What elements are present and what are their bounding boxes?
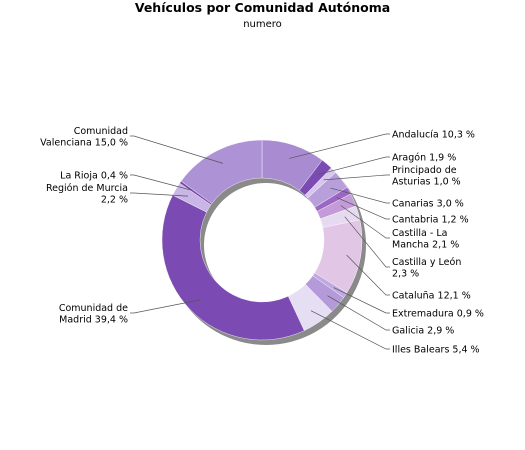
leader-line — [130, 135, 224, 164]
slice-label: Principado de Asturias 1,0 % — [392, 165, 461, 188]
slice-label: Galicia 2,9 % — [392, 326, 454, 337]
leader-line — [344, 216, 390, 268]
leader-line — [340, 205, 390, 239]
chart-title: Vehículos por Comunidad Autónoma — [134, 0, 391, 15]
slice-label: Castilla y León 2,3 % — [392, 257, 461, 280]
leader-line — [130, 192, 189, 197]
slice-label: Cataluña 12,1 % — [392, 291, 471, 302]
leader-line — [327, 295, 390, 331]
leader-line — [323, 174, 390, 181]
leader-line — [346, 254, 390, 296]
leader-line — [336, 197, 390, 220]
slice-label: Extremadura 0,9 % — [392, 309, 484, 320]
leader-line — [310, 310, 390, 350]
leader-line — [317, 156, 390, 175]
slice-label: La Rioja 0,4 % — [60, 171, 128, 182]
chart-subtitle: numero — [243, 19, 282, 30]
slice-label: Castilla - La Mancha 2,1 % — [392, 228, 459, 251]
slice-label: Cantabria 1,2 % — [392, 215, 469, 226]
leader-line — [130, 299, 201, 314]
leader-line — [289, 133, 390, 159]
slice-label: Comunidad Valenciana 15,0 % — [40, 126, 128, 149]
slice-label: Canarias 3,0 % — [392, 199, 464, 210]
slice-label: Aragón 1,9 % — [392, 153, 456, 164]
slice-label: Illes Balears 5,4 % — [392, 345, 480, 356]
leader-line — [333, 287, 390, 314]
slice-label: Comunidad de Madrid 39,4 % — [59, 303, 128, 326]
pie-slice[interactable] — [180, 139, 263, 204]
pie-slice[interactable] — [161, 194, 305, 341]
leader-line — [130, 174, 192, 191]
slice-label: Andalucía 10,3 % — [392, 130, 475, 141]
slice-label: Región de Murcia 2,2 % — [46, 183, 128, 206]
leader-line — [330, 187, 390, 204]
